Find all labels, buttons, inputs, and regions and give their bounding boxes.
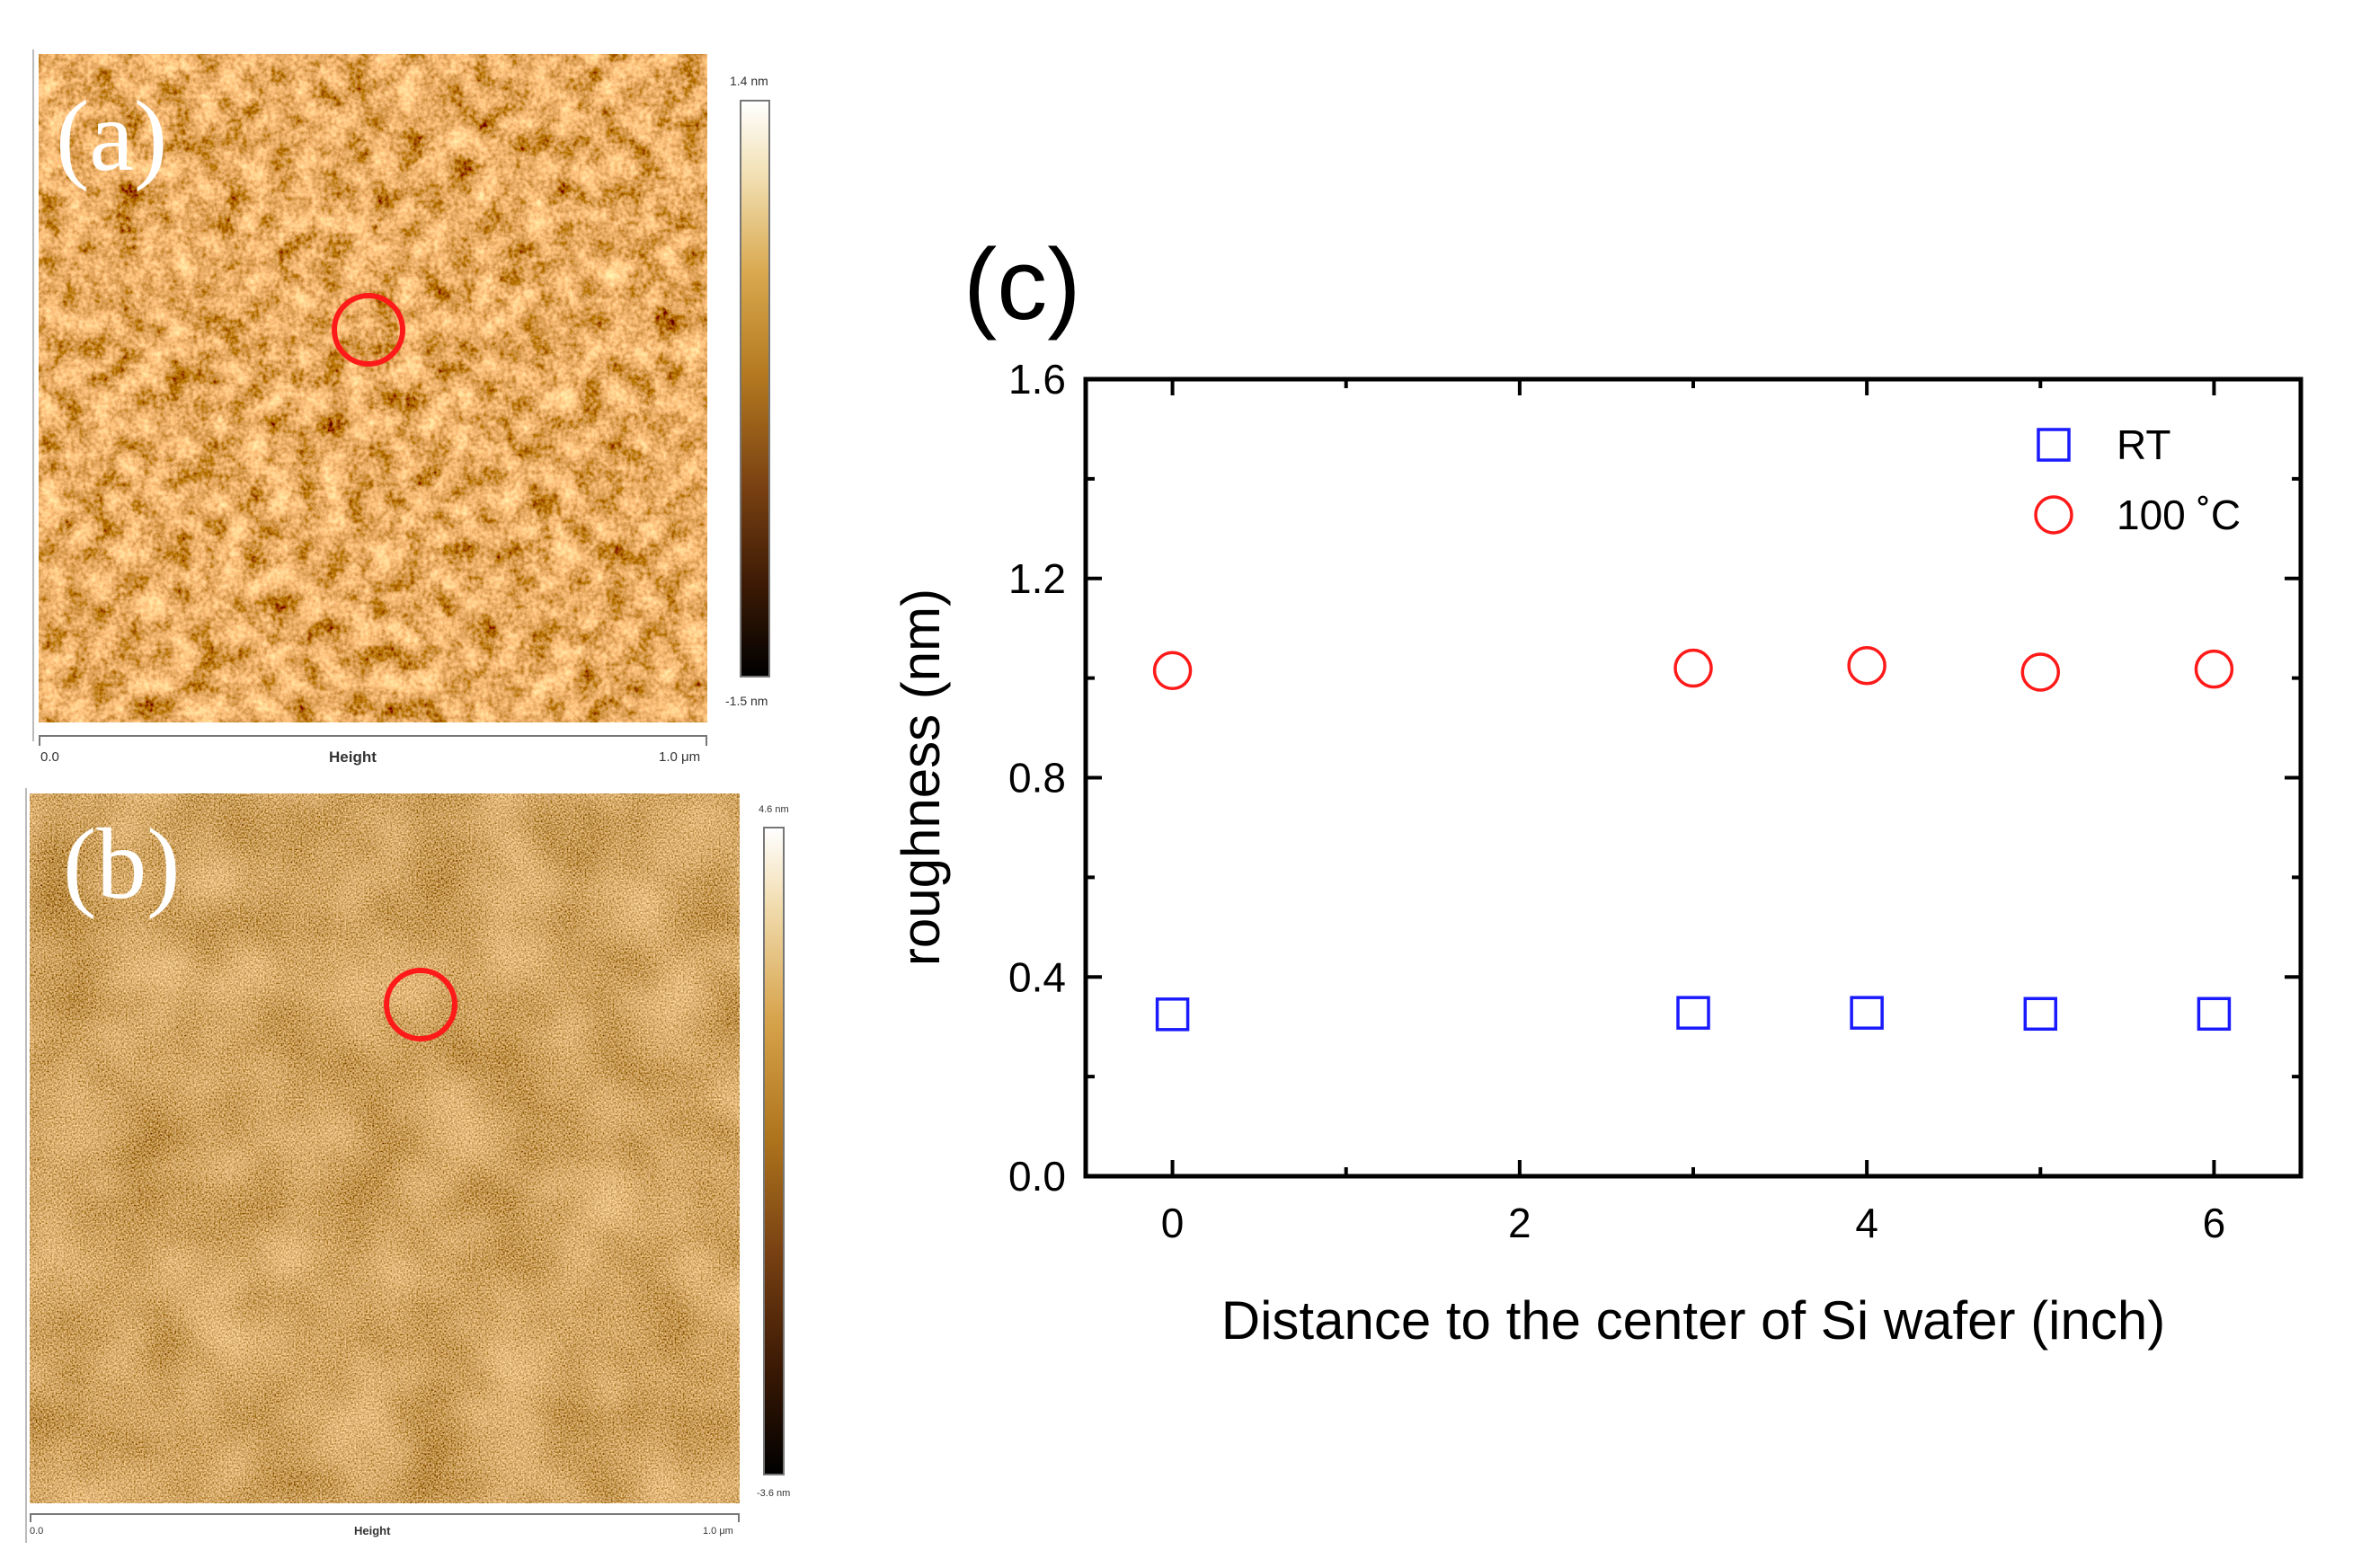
afm-height-image-a bbox=[39, 54, 707, 722]
x-axis-bar-a bbox=[39, 735, 707, 737]
heated-data-point bbox=[1847, 646, 1886, 686]
x-axis-tick-end-b bbox=[738, 1513, 740, 1522]
x-axis-title-a: Height bbox=[329, 749, 377, 766]
colorbar-a-min: -1.5 nm bbox=[725, 694, 768, 708]
y-tick-label: 1.2 bbox=[1008, 555, 1066, 602]
y-tick-label: 0.8 bbox=[1008, 755, 1066, 802]
highlight-circle-a bbox=[332, 293, 405, 367]
x-axis-title: Distance to the center of Si wafer (inch… bbox=[1221, 1290, 2165, 1351]
colorbar-a bbox=[740, 100, 770, 678]
heated-data-point bbox=[1673, 648, 1713, 688]
legend-marker-1 bbox=[2034, 495, 2073, 535]
rt-data-point bbox=[1155, 997, 1190, 1032]
colorbar-b bbox=[763, 827, 785, 1475]
legend-label-0: RT bbox=[2117, 421, 2171, 468]
afm-panel-a: (a) 1.4 nm -1.5 nm 0.0 1.0 μm Height bbox=[0, 0, 809, 782]
rt-data-point bbox=[1850, 996, 1884, 1030]
heated-data-point bbox=[2020, 652, 2061, 692]
x-axis-start-b: 0.0 bbox=[30, 1526, 44, 1537]
highlight-ring-b bbox=[384, 968, 457, 1041]
y-axis-title: roughness (nm) bbox=[891, 589, 951, 966]
x-axis-title-b: Height bbox=[354, 1524, 391, 1537]
colorbar-a-max: 1.4 nm bbox=[730, 74, 768, 88]
panel-c-label: (c) bbox=[963, 228, 1081, 341]
highlight-ring-a bbox=[332, 293, 405, 367]
x-axis-tick-start-b bbox=[30, 1513, 31, 1522]
x-axis-start-a: 0.0 bbox=[40, 749, 59, 765]
rt-data-point bbox=[2023, 997, 2058, 1032]
colorbar-b-min: -3.6 nm bbox=[757, 1488, 791, 1499]
colorbar-b-max: 4.6 nm bbox=[759, 804, 789, 815]
x-tick-group: 0 2 4 6 bbox=[1161, 379, 2225, 1246]
panel-b-label: (b) bbox=[63, 809, 181, 920]
highlight-circle-b bbox=[384, 968, 457, 1041]
x-axis-bar-b bbox=[30, 1513, 740, 1515]
x-axis-end-b: 1.0 μm bbox=[703, 1526, 733, 1537]
x-axis-end-a: 1.0 μm bbox=[659, 749, 701, 765]
x-tick-label: 4 bbox=[1855, 1200, 1878, 1246]
panel-a-label: (a) bbox=[56, 81, 168, 192]
y-tick-label: 1.6 bbox=[1008, 356, 1066, 403]
panel-b-left-edge bbox=[25, 788, 27, 1543]
x-tick-label: 6 bbox=[2203, 1200, 2226, 1246]
x-axis-tick-end-a bbox=[706, 735, 707, 746]
legend-label-1: 100 ˚C bbox=[2117, 492, 2241, 538]
x-axis-tick-start-a bbox=[39, 735, 40, 746]
legend: RT 100 ˚C bbox=[2034, 421, 2241, 538]
x-tick-label: 0 bbox=[1161, 1200, 1185, 1246]
legend-marker-0 bbox=[2037, 428, 2071, 462]
x-tick-label: 2 bbox=[1508, 1200, 1531, 1246]
panel-a-left-edge bbox=[32, 49, 34, 741]
y-tick-label: 0.4 bbox=[1008, 953, 1066, 1000]
afm-height-image-b bbox=[30, 793, 740, 1503]
heated-data-point bbox=[1152, 651, 1193, 691]
rt-data-point bbox=[1676, 996, 1710, 1030]
heated-data-point bbox=[2194, 649, 2234, 689]
rt-data-point bbox=[2197, 997, 2232, 1032]
afm-panel-b: (b) 4.6 nm -3.6 nm 0.0 1.0 μm Height bbox=[0, 782, 809, 1568]
data-point-group bbox=[1152, 646, 2234, 1032]
y-tick-group: 0.0 0.4 0.8 1.2 1.6 bbox=[1008, 356, 2301, 1200]
y-tick-label: 0.0 bbox=[1008, 1153, 1066, 1200]
